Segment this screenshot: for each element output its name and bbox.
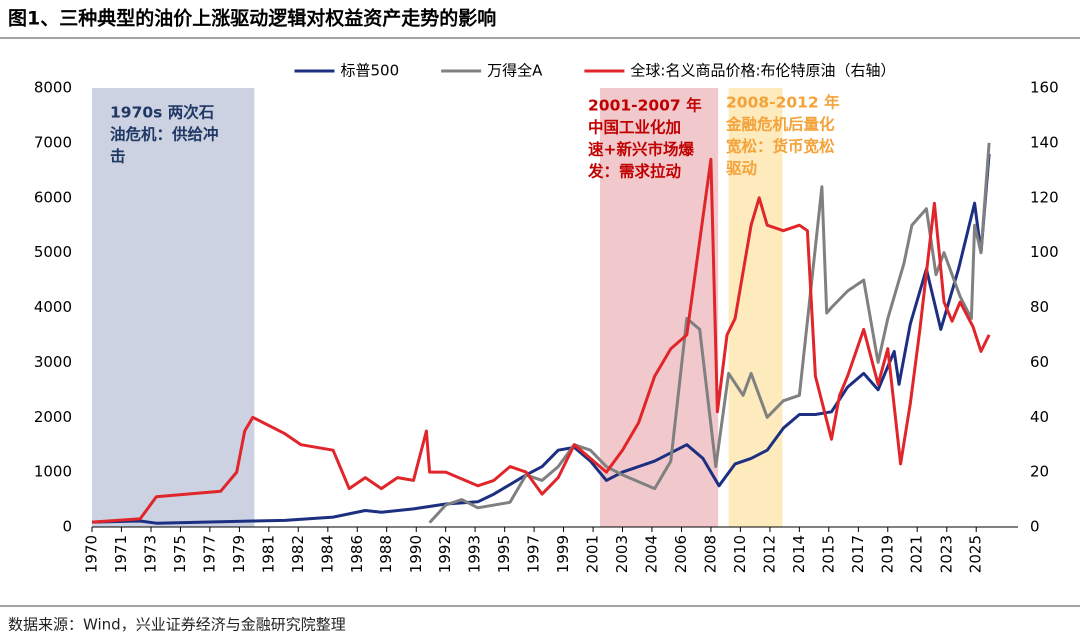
y-tick-label: 2000 bbox=[34, 408, 72, 426]
y-tick-label: 8000 bbox=[34, 79, 72, 97]
x-tick-label: 2023 bbox=[937, 535, 955, 573]
x-tick-label: 1993 bbox=[466, 535, 484, 573]
y2-tick-label: 100 bbox=[1030, 243, 1059, 261]
x-tick-label: 1979 bbox=[230, 535, 248, 573]
x-tick-label: 1970 bbox=[83, 535, 101, 573]
x-tick-label: 2017 bbox=[849, 535, 867, 573]
y-tick-label: 6000 bbox=[34, 188, 72, 206]
y2-tick-label: 60 bbox=[1030, 353, 1049, 371]
region-annotation: 2001-2007 年 bbox=[588, 96, 702, 115]
x-tick-label: 1971 bbox=[112, 535, 130, 573]
region-annotation: 速+新兴市场爆 bbox=[588, 140, 694, 159]
region-annotation: 金融危机后量化 bbox=[725, 115, 835, 134]
chart-title: 图1、三种典型的油价上涨驱动逻辑对权益资产走势的影响 bbox=[8, 7, 496, 30]
x-tick-label: 2014 bbox=[790, 535, 808, 573]
y-tick-label: 7000 bbox=[34, 133, 72, 151]
x-tick-label: 1975 bbox=[171, 535, 189, 573]
x-tick-label: 1997 bbox=[525, 535, 543, 573]
x-tick-label: 2021 bbox=[908, 535, 926, 573]
legend-item: 全球:名义商品价格:布伦特原油（右轴） bbox=[584, 62, 896, 80]
y2-tick-label: 80 bbox=[1030, 298, 1049, 316]
x-tick-label: 2008 bbox=[701, 535, 719, 573]
x-tick-label: 2004 bbox=[642, 535, 660, 573]
region-annotation: 中国工业化加 bbox=[588, 118, 681, 137]
x-tick-label: 2025 bbox=[967, 535, 985, 573]
legend-label: 标普500 bbox=[340, 62, 399, 80]
x-tick-label: 2001 bbox=[584, 535, 602, 573]
x-tick-label: 1977 bbox=[200, 535, 218, 573]
x-tick-label: 1990 bbox=[407, 535, 425, 573]
x-tick-label: 1984 bbox=[318, 535, 336, 573]
x-tick-label: 2015 bbox=[819, 535, 837, 573]
x-tick-label: 2012 bbox=[760, 535, 778, 573]
y2-tick-label: 0 bbox=[1030, 518, 1040, 536]
x-tick-label: 2019 bbox=[878, 535, 896, 573]
source-note: 数据来源：Wind，兴业证券经济与金融研究院整理 bbox=[8, 616, 346, 634]
series-line bbox=[91, 153, 991, 525]
y2-tick-label: 20 bbox=[1030, 463, 1049, 481]
region-annotation: 油危机：供给冲 bbox=[110, 125, 219, 144]
legend-item: 标普500 bbox=[294, 62, 399, 80]
y-tick-label: 5000 bbox=[34, 243, 72, 261]
y-tick-label: 4000 bbox=[34, 298, 72, 316]
legend-label: 全球:名义商品价格:布伦特原油（右轴） bbox=[630, 62, 895, 80]
y2-tick-label: 160 bbox=[1030, 79, 1059, 97]
x-tick-label: 2006 bbox=[672, 535, 690, 573]
region-annotation: 1970s 两次石 bbox=[110, 103, 214, 122]
region-annotation: 击 bbox=[110, 147, 126, 166]
shaded-region bbox=[92, 88, 255, 527]
y-tick-label: 0 bbox=[62, 518, 72, 536]
y2-tick-label: 40 bbox=[1030, 408, 1049, 426]
y2-tick-label: 140 bbox=[1030, 133, 1059, 151]
x-tick-label: 1981 bbox=[259, 535, 277, 573]
region-annotation: 发：需求拉动 bbox=[587, 162, 681, 181]
series-line bbox=[91, 157, 991, 524]
y-tick-label: 1000 bbox=[34, 463, 72, 481]
x-tick-label: 1995 bbox=[495, 535, 513, 573]
x-tick-label: 2010 bbox=[731, 535, 749, 573]
y2-tick-label: 120 bbox=[1030, 188, 1059, 206]
x-tick-label: 1999 bbox=[554, 535, 572, 573]
region-annotation: 2008-2012 年 bbox=[726, 93, 840, 112]
x-tick-label: 1988 bbox=[377, 535, 395, 573]
x-tick-label: 2003 bbox=[613, 535, 631, 573]
legend-item: 万得全A bbox=[441, 62, 543, 80]
x-tick-label: 1973 bbox=[142, 535, 160, 573]
x-tick-label: 1986 bbox=[348, 535, 366, 573]
legend-label: 万得全A bbox=[487, 62, 543, 80]
x-tick-label: 1992 bbox=[436, 535, 454, 573]
x-tick-label: 1982 bbox=[289, 535, 307, 573]
y-tick-label: 3000 bbox=[34, 353, 72, 371]
region-annotation: 驱动 bbox=[726, 160, 757, 178]
region-annotation: 宽松：货币宽松 bbox=[726, 137, 835, 156]
